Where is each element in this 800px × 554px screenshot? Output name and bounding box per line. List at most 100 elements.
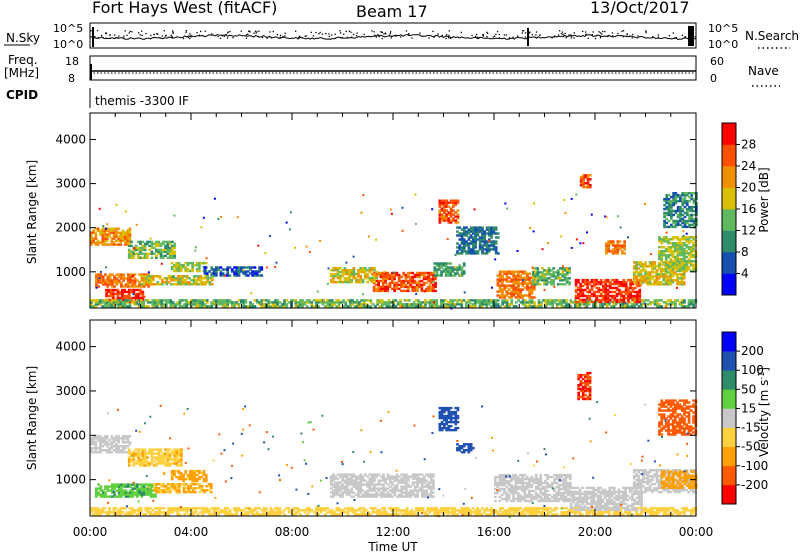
heatmap-cell	[120, 285, 123, 288]
heatmap-cell	[94, 509, 98, 512]
heatmap-cell	[537, 305, 541, 308]
heatmap-cell	[335, 513, 339, 516]
heatmap-cell	[676, 257, 679, 261]
heatmap-cell	[140, 305, 143, 308]
heatmap-cell	[175, 460, 179, 463]
heatmap-cell	[632, 275, 636, 278]
heatmap-cell	[454, 199, 458, 202]
heatmap-cell	[362, 303, 366, 306]
heatmap-cell	[384, 285, 387, 289]
heatmap-cell	[672, 221, 675, 225]
heatmap-cell	[437, 264, 441, 267]
heatmap-cell	[526, 272, 529, 275]
heatmap-cell	[121, 237, 125, 240]
heatmap-cell	[127, 252, 131, 255]
heatmap-cell	[344, 303, 348, 306]
heatmap-cell	[139, 256, 142, 259]
heatmap-cell	[651, 261, 654, 264]
heatmap-cell	[162, 460, 165, 463]
heatmap-cell	[115, 279, 119, 282]
heatmap-cell	[174, 277, 178, 280]
heatmap-cell	[112, 296, 115, 300]
heatmap-cell	[92, 439, 95, 442]
heatmap-cell	[519, 282, 522, 285]
heatmap-cell	[142, 303, 145, 306]
colorbar-segment	[722, 273, 736, 296]
heatmap-cell	[681, 213, 685, 217]
heatmap-cell	[112, 439, 116, 442]
heatmap-cell	[224, 268, 227, 271]
heatmap-cell	[162, 299, 166, 302]
heatmap-cell	[406, 275, 410, 279]
nsearch-point	[114, 37, 116, 39]
heatmap-cell	[687, 257, 691, 261]
heatmap-cell	[192, 281, 196, 284]
heatmap-cell	[481, 232, 484, 235]
heatmap-cell	[195, 479, 199, 483]
heatmap-cell	[196, 483, 199, 486]
heatmap-cell	[683, 244, 686, 247]
heatmap-cell	[387, 299, 391, 302]
heatmap-cell	[183, 283, 187, 286]
heatmap-cell	[456, 215, 460, 218]
heatmap-cell	[108, 279, 112, 282]
heatmap-cell	[90, 511, 93, 514]
heatmap-cell	[681, 197, 685, 201]
heatmap-cell	[452, 201, 455, 204]
heatmap-cell	[111, 279, 114, 282]
heatmap-cell	[128, 229, 132, 232]
heatmap-cell	[563, 199, 566, 201]
heatmap-cell	[253, 509, 257, 512]
heatmap-cell	[467, 228, 471, 231]
heatmap-cell	[200, 226, 203, 229]
heatmap-cell	[386, 277, 390, 281]
heatmap-cell	[563, 275, 567, 278]
heatmap-cell	[135, 299, 139, 302]
heatmap-cell	[465, 226, 468, 229]
heatmap-cell	[443, 199, 446, 202]
heatmap-cell	[395, 285, 399, 289]
heatmap-cell	[455, 299, 459, 302]
heatmap-cell	[469, 252, 473, 255]
heatmap-cell	[345, 270, 349, 274]
heatmap-cell	[556, 283, 560, 286]
nsearch-point	[657, 36, 660, 38]
heatmap-cell	[160, 305, 164, 308]
heatmap-cell	[445, 209, 448, 212]
heatmap-cell	[336, 270, 340, 274]
heatmap-cell	[483, 511, 486, 514]
heatmap-cell	[494, 226, 498, 229]
heatmap-cell	[135, 223, 138, 226]
heatmap-cell	[191, 490, 195, 494]
heatmap-cell	[373, 267, 376, 270]
heatmap-cell	[128, 305, 132, 308]
heatmap-cell	[126, 305, 130, 308]
heatmap-cell	[147, 483, 150, 486]
heatmap-cell	[460, 270, 464, 273]
heatmap-cell	[646, 283, 650, 286]
nsearch-point	[123, 37, 125, 39]
heatmap-cell	[242, 299, 245, 302]
heatmap-cell	[118, 296, 122, 300]
nsearch-point	[498, 37, 501, 39]
heatmap-cell	[649, 303, 652, 306]
heatmap-cell	[679, 217, 682, 221]
heatmap-cell	[392, 299, 395, 302]
heatmap-cell	[692, 209, 696, 213]
heatmap-cell	[503, 278, 506, 281]
heatmap-cell	[664, 263, 668, 267]
heatmap-cell	[276, 511, 279, 514]
heatmap-cell	[108, 495, 112, 498]
heatmap-cell	[478, 228, 482, 231]
heatmap-cell	[597, 288, 601, 292]
heatmap-cell	[618, 288, 621, 292]
heatmap-cell	[201, 301, 205, 304]
heatmap-cell	[440, 201, 444, 204]
heatmap-cell	[474, 305, 477, 308]
heatmap-cell	[92, 229, 95, 232]
heatmap-cell	[546, 242, 549, 245]
colorbar-segment	[722, 209, 736, 231]
heatmap-cell	[212, 513, 216, 516]
heatmap-cell	[124, 241, 127, 244]
heatmap-cell	[119, 235, 123, 238]
